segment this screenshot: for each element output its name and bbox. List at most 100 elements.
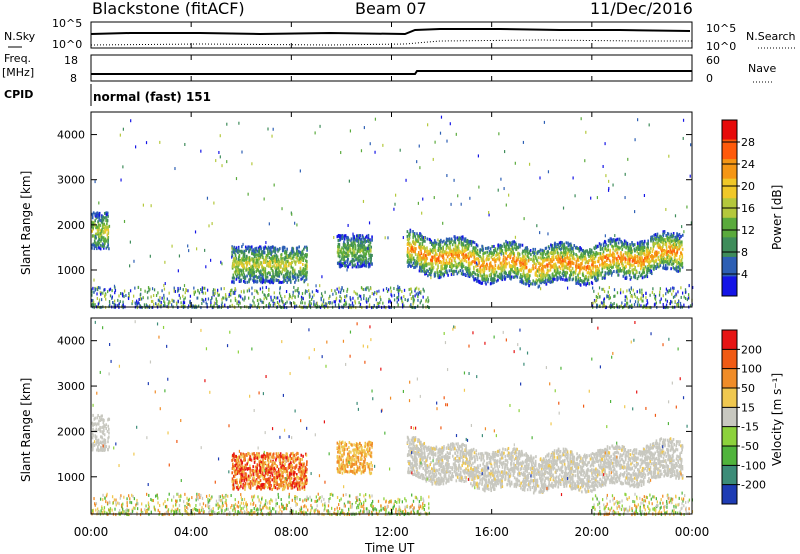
power-pixel xyxy=(251,304,253,308)
power-pixel xyxy=(256,260,259,264)
power-pixel xyxy=(122,306,124,310)
power-pixel xyxy=(443,242,446,246)
power-pixel xyxy=(122,303,124,307)
power-pixel xyxy=(462,272,465,276)
power-pixel xyxy=(426,268,428,272)
power-pixel xyxy=(429,273,432,277)
power-pixel xyxy=(255,270,258,274)
power-pixel xyxy=(621,241,623,245)
power-pixel xyxy=(514,246,516,250)
power-pixel xyxy=(249,303,251,307)
power-pixel xyxy=(103,211,106,215)
power-pixel xyxy=(591,286,594,290)
power-pixel xyxy=(488,257,490,261)
power-pixel xyxy=(628,256,630,260)
power-pixel xyxy=(276,270,278,274)
power-pixel xyxy=(437,264,439,268)
power-pixel xyxy=(475,264,477,268)
power-pixel xyxy=(353,236,356,240)
power-pixel xyxy=(673,249,675,253)
power-pixel xyxy=(461,249,464,253)
power-pixel xyxy=(162,304,165,308)
power-pixel xyxy=(122,294,124,298)
power-pixel xyxy=(270,246,272,250)
power-pixel xyxy=(581,266,584,270)
power-pixel xyxy=(428,306,430,310)
power-pixel xyxy=(147,286,150,290)
power-pixel xyxy=(434,271,436,275)
power-pixel xyxy=(468,240,471,244)
power-pixel xyxy=(663,257,665,261)
power-pixel xyxy=(537,274,539,278)
power-pixel xyxy=(624,303,626,307)
power-pixel xyxy=(106,233,109,237)
power-pixel xyxy=(396,287,398,291)
power-pixel xyxy=(451,262,454,266)
power-pixel xyxy=(477,279,480,283)
power-pixel xyxy=(416,261,419,265)
power-pixel xyxy=(540,257,543,261)
power-pixel xyxy=(365,239,368,243)
power-pixel xyxy=(129,289,132,293)
power-pixel xyxy=(346,289,348,293)
power-pixel xyxy=(675,239,678,243)
power-pixel xyxy=(661,236,664,240)
power-pixel xyxy=(358,249,361,253)
power-pixel xyxy=(91,243,94,247)
power-pixel xyxy=(96,286,99,290)
power-pixel xyxy=(338,303,340,307)
power-pixel xyxy=(335,298,337,302)
power-pixel xyxy=(294,276,297,280)
power-pixel xyxy=(344,246,347,250)
power-pixel xyxy=(651,259,654,263)
power-pixel xyxy=(603,266,605,270)
power-pixel xyxy=(436,257,439,261)
power-pixel xyxy=(584,261,587,265)
power-pixel xyxy=(353,290,355,294)
power-pixel xyxy=(193,286,195,290)
power-pixel xyxy=(284,246,286,250)
power-pixel xyxy=(508,261,510,265)
power-pixel xyxy=(359,304,361,308)
power-pixel xyxy=(500,246,502,250)
power-pixel xyxy=(559,243,562,247)
power-pixel xyxy=(97,288,99,292)
power-pixel xyxy=(443,250,446,254)
power-pixel xyxy=(615,261,618,265)
power-pixel xyxy=(602,242,605,246)
power-pixel xyxy=(458,257,461,261)
power-pixel xyxy=(653,243,655,247)
power-pixel xyxy=(235,264,238,268)
power-pixel xyxy=(92,300,95,304)
power-pixel xyxy=(652,240,654,244)
power-pixel xyxy=(534,247,537,251)
power-pixel xyxy=(626,289,628,293)
power-pixel xyxy=(251,292,253,296)
power-pixel xyxy=(350,251,352,255)
power-pixel xyxy=(370,245,373,249)
power-pixel xyxy=(264,245,267,249)
power-pixel xyxy=(247,267,249,271)
power-pixel xyxy=(340,288,342,292)
power-pixel xyxy=(343,240,345,244)
power-pixel xyxy=(303,247,305,251)
power-pixel xyxy=(118,302,120,306)
power-pixel xyxy=(545,246,548,250)
power-pixel xyxy=(339,260,342,264)
power-pixel xyxy=(240,269,243,273)
power-pixel xyxy=(467,253,470,257)
power-pixel xyxy=(599,256,602,260)
power-pixel xyxy=(652,287,654,291)
power-pixel xyxy=(408,260,410,264)
power-pixel xyxy=(473,278,476,282)
power-pixel xyxy=(480,259,483,263)
power-pixel xyxy=(237,272,239,276)
power-pixel xyxy=(656,241,658,245)
power-pixel xyxy=(419,232,421,236)
power-pixel xyxy=(328,300,330,304)
power-pixel xyxy=(494,260,496,264)
power-pixel xyxy=(429,248,432,252)
power-pixel xyxy=(322,300,324,304)
power-pixel xyxy=(542,251,545,255)
power-pixel xyxy=(454,260,457,264)
